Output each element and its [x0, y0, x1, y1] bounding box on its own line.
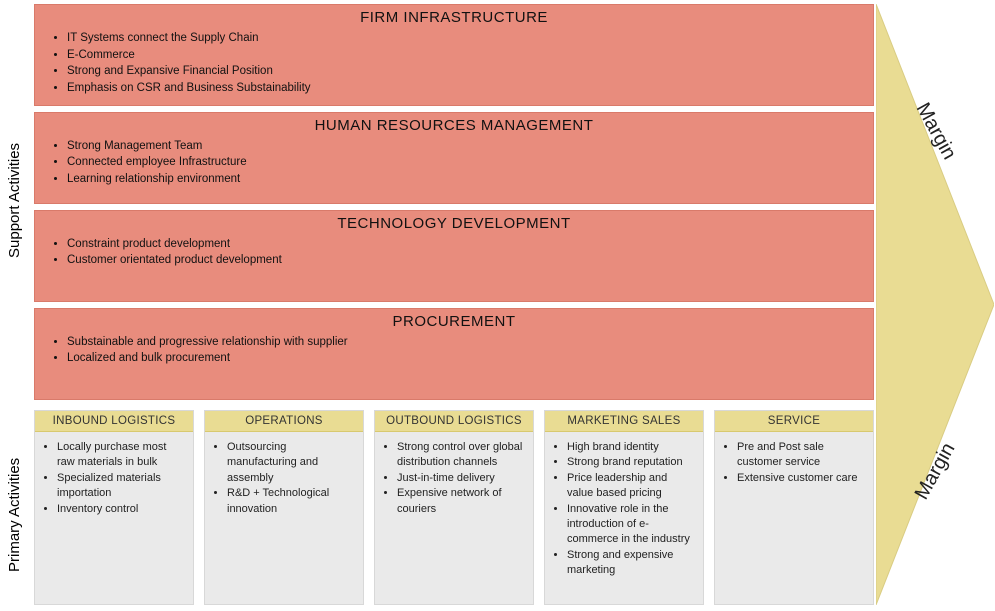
- list-item: Substainable and progressive relationshi…: [67, 334, 863, 351]
- primary-block-2: OUTBOUND LOGISTICS Strong control over gl…: [374, 410, 534, 605]
- primary-block-list: Outsourcing manufacturing and assemblyR&…: [227, 440, 355, 517]
- primary-activities-area: INBOUND LOGISTICS Locally purchase most r…: [34, 410, 874, 605]
- list-item: Expensive network of couriers: [397, 486, 525, 517]
- support-block-title: FIRM INFRASTRUCTURE: [45, 9, 863, 26]
- list-item: Innovative role in the introduction of e…: [567, 502, 695, 548]
- list-item: Outsourcing manufacturing and assembly: [227, 440, 355, 486]
- support-block-list: Constraint product developmentCustomer o…: [67, 236, 863, 269]
- list-item: Strong and Expansive Financial Position: [67, 63, 863, 80]
- primary-block-0: INBOUND LOGISTICS Locally purchase most r…: [34, 410, 194, 605]
- list-item: Specialized materials importation: [57, 471, 185, 502]
- list-item: Just-in-time delivery: [397, 471, 525, 486]
- list-item: IT Systems connect the Supply Chain: [67, 30, 863, 47]
- list-item: Learning relationship environment: [67, 171, 863, 188]
- list-item: Constraint product development: [67, 236, 863, 253]
- support-block-list: IT Systems connect the Supply ChainE-Com…: [67, 30, 863, 97]
- primary-block-title: INBOUND LOGISTICS: [35, 411, 193, 432]
- list-item: High brand identity: [567, 440, 695, 455]
- primary-block-1: OPERATIONS Outsourcing manufacturing and …: [204, 410, 364, 605]
- list-item: Locally purchase most raw materials in b…: [57, 440, 185, 471]
- margin-arrow: [876, 4, 994, 605]
- support-block-1: HUMAN RESOURCES MANAGEMENT Strong Managem…: [34, 112, 874, 204]
- support-block-title: TECHNOLOGY DEVELOPMENT: [45, 215, 863, 232]
- list-item: E-Commerce: [67, 47, 863, 64]
- primary-block-list: High brand identityStrong brand reputati…: [567, 440, 695, 579]
- list-item: Strong brand reputation: [567, 455, 695, 470]
- support-block-list: Strong Management TeamConnected employee…: [67, 138, 863, 188]
- list-item: Localized and bulk procurement: [67, 350, 863, 367]
- support-activities-area: FIRM INFRASTRUCTURE IT Systems connect th…: [34, 4, 874, 400]
- list-item: Extensive customer care: [737, 471, 865, 486]
- support-block-3: PROCUREMENT Substainable and progressive …: [34, 308, 874, 400]
- list-item: Connected employee Infrastructure: [67, 154, 863, 171]
- primary-block-title: SERVICE: [715, 411, 873, 432]
- support-block-title: HUMAN RESOURCES MANAGEMENT: [45, 117, 863, 134]
- list-item: Strong Management Team: [67, 138, 863, 155]
- list-item: Customer orientated product development: [67, 252, 863, 269]
- support-block-list: Substainable and progressive relationshi…: [67, 334, 863, 367]
- primary-block-list: Pre and Post sale customer serviceExtens…: [737, 440, 865, 486]
- list-item: Emphasis on CSR and Business Substainabi…: [67, 80, 863, 97]
- support-block-title: PROCUREMENT: [45, 313, 863, 330]
- list-item: R&D + Technological innovation: [227, 486, 355, 517]
- primary-block-3: MARKETING SALESHigh brand identityStrong…: [544, 410, 704, 605]
- support-block-0: FIRM INFRASTRUCTURE IT Systems connect th…: [34, 4, 874, 106]
- list-item: Price leadership and value based pricing: [567, 471, 695, 502]
- primary-block-list: Strong control over global distribution …: [397, 440, 525, 517]
- list-item: Strong and expensive marketing: [567, 548, 695, 579]
- list-item: Pre and Post sale customer service: [737, 440, 865, 471]
- primary-activities-label: Primary Activities: [6, 430, 23, 600]
- support-block-2: TECHNOLOGY DEVELOPMENT Constraint product…: [34, 210, 874, 302]
- primary-block-list: Locally purchase most raw materials in b…: [57, 440, 185, 517]
- list-item: Strong control over global distribution …: [397, 440, 525, 471]
- primary-block-title: OUTBOUND LOGISTICS: [375, 411, 533, 432]
- primary-block-4: SERVICE Pre and Post sale customer servic…: [714, 410, 874, 605]
- list-item: Inventory control: [57, 502, 185, 517]
- primary-block-title: MARKETING SALES: [545, 411, 703, 432]
- support-activities-label: Support Activities: [6, 90, 23, 310]
- primary-block-title: OPERATIONS: [205, 411, 363, 432]
